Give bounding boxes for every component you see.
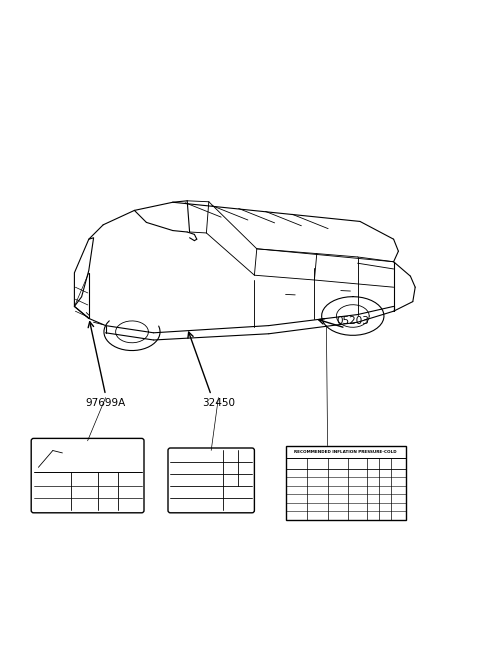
FancyBboxPatch shape — [286, 445, 406, 520]
Text: 97699A: 97699A — [85, 398, 126, 407]
Text: RECOMMENDED INFLATION PRESSURE-COLD: RECOMMENDED INFLATION PRESSURE-COLD — [294, 450, 397, 454]
FancyBboxPatch shape — [31, 438, 144, 513]
FancyBboxPatch shape — [168, 448, 254, 513]
Text: 32450: 32450 — [202, 398, 235, 407]
Text: 05203: 05203 — [336, 316, 369, 325]
